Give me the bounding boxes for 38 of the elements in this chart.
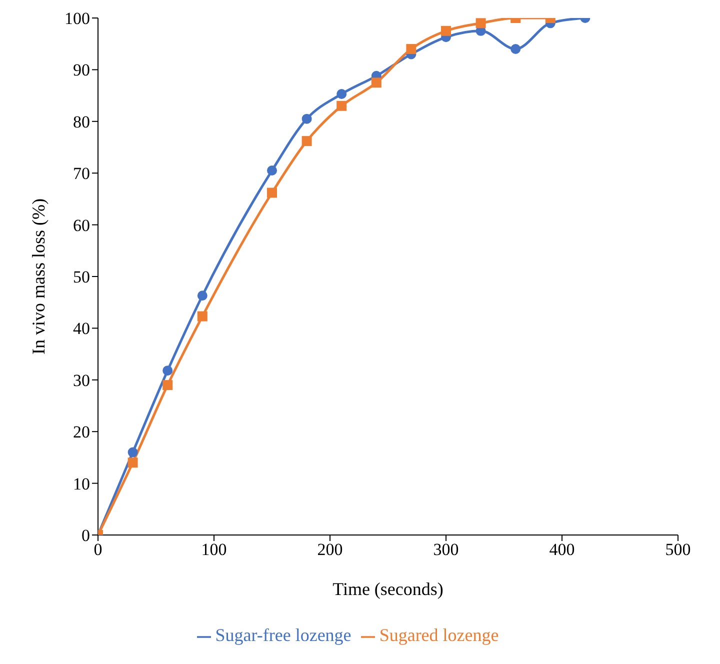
x-tick-label: 300 [433, 540, 459, 560]
y-tick-label: 30 [73, 370, 90, 390]
point [267, 188, 277, 198]
point [510, 44, 521, 54]
y-tick-label: 40 [73, 319, 90, 338]
legend-label: Sugar-free lozenge [215, 625, 352, 645]
point [441, 26, 451, 36]
y-tick-label: 90 [73, 60, 90, 80]
y-tick-label: 100 [64, 9, 90, 28]
point [162, 380, 173, 390]
point [197, 311, 208, 322]
x-tick-label: 100 [201, 540, 227, 560]
point [336, 89, 347, 99]
y-tick-label: 10 [73, 474, 90, 494]
y-tick-label: 50 [73, 268, 90, 287]
y-tick-label: 0 [82, 526, 90, 546]
y-tick-label: 20 [73, 422, 90, 442]
x-tick-label: 0 [94, 540, 102, 560]
legend-label: Sugared lozenge [379, 625, 499, 645]
x-tick-label: 400 [549, 540, 575, 560]
x-axis-title: Time (seconds) [332, 579, 444, 599]
y-tick-label: 80 [73, 112, 90, 132]
point [302, 136, 312, 146]
point [406, 44, 416, 54]
y-tick-label: 60 [73, 216, 90, 235]
x-tick-label: 500 [665, 540, 691, 560]
point [302, 114, 312, 124]
point [336, 100, 347, 111]
point [267, 166, 277, 176]
point [371, 78, 382, 88]
y-axis-title: In vivo mass loss (%) [28, 198, 48, 354]
point [197, 290, 208, 301]
point [128, 447, 138, 458]
point [162, 366, 173, 376]
point [476, 18, 486, 28]
y-tick-label: 70 [73, 164, 90, 184]
x-tick-label: 200 [317, 540, 343, 560]
point [128, 458, 138, 468]
